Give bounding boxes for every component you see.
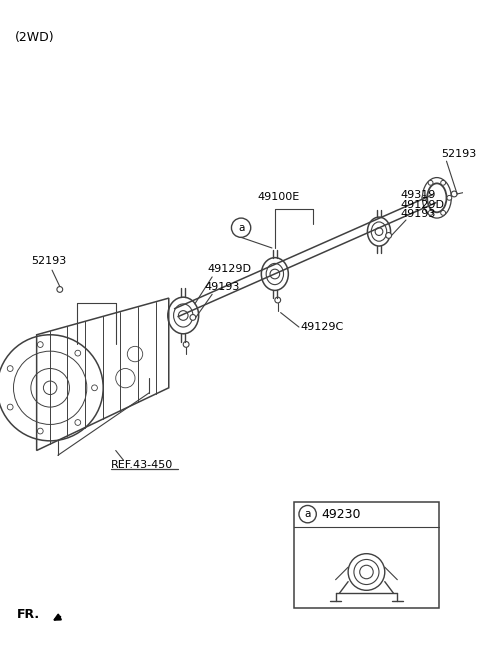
Circle shape bbox=[190, 315, 196, 321]
Text: 49100E: 49100E bbox=[257, 192, 300, 202]
Text: (2WD): (2WD) bbox=[14, 31, 54, 44]
Text: 52193: 52193 bbox=[31, 256, 66, 265]
Circle shape bbox=[57, 286, 63, 292]
Text: a: a bbox=[304, 509, 311, 519]
Circle shape bbox=[428, 210, 433, 215]
Text: 49193: 49193 bbox=[400, 209, 435, 219]
Bar bbox=[294, 501, 439, 608]
Text: FR.: FR. bbox=[17, 608, 40, 621]
Circle shape bbox=[447, 195, 452, 200]
Text: a: a bbox=[238, 223, 244, 233]
Text: 49129D: 49129D bbox=[400, 200, 444, 210]
Circle shape bbox=[183, 342, 189, 348]
Circle shape bbox=[441, 210, 445, 215]
Circle shape bbox=[451, 191, 457, 197]
Circle shape bbox=[386, 233, 392, 238]
Text: REF.43-450: REF.43-450 bbox=[111, 460, 173, 470]
Circle shape bbox=[441, 181, 445, 185]
Text: 52193: 52193 bbox=[442, 149, 477, 160]
Text: 49230: 49230 bbox=[321, 508, 360, 520]
Circle shape bbox=[428, 181, 433, 185]
Text: 49319: 49319 bbox=[400, 190, 435, 200]
Circle shape bbox=[275, 297, 281, 303]
Text: 49129C: 49129C bbox=[301, 322, 344, 332]
Text: 49193: 49193 bbox=[204, 282, 240, 292]
Text: 49129D: 49129D bbox=[207, 264, 252, 274]
Circle shape bbox=[422, 195, 427, 200]
